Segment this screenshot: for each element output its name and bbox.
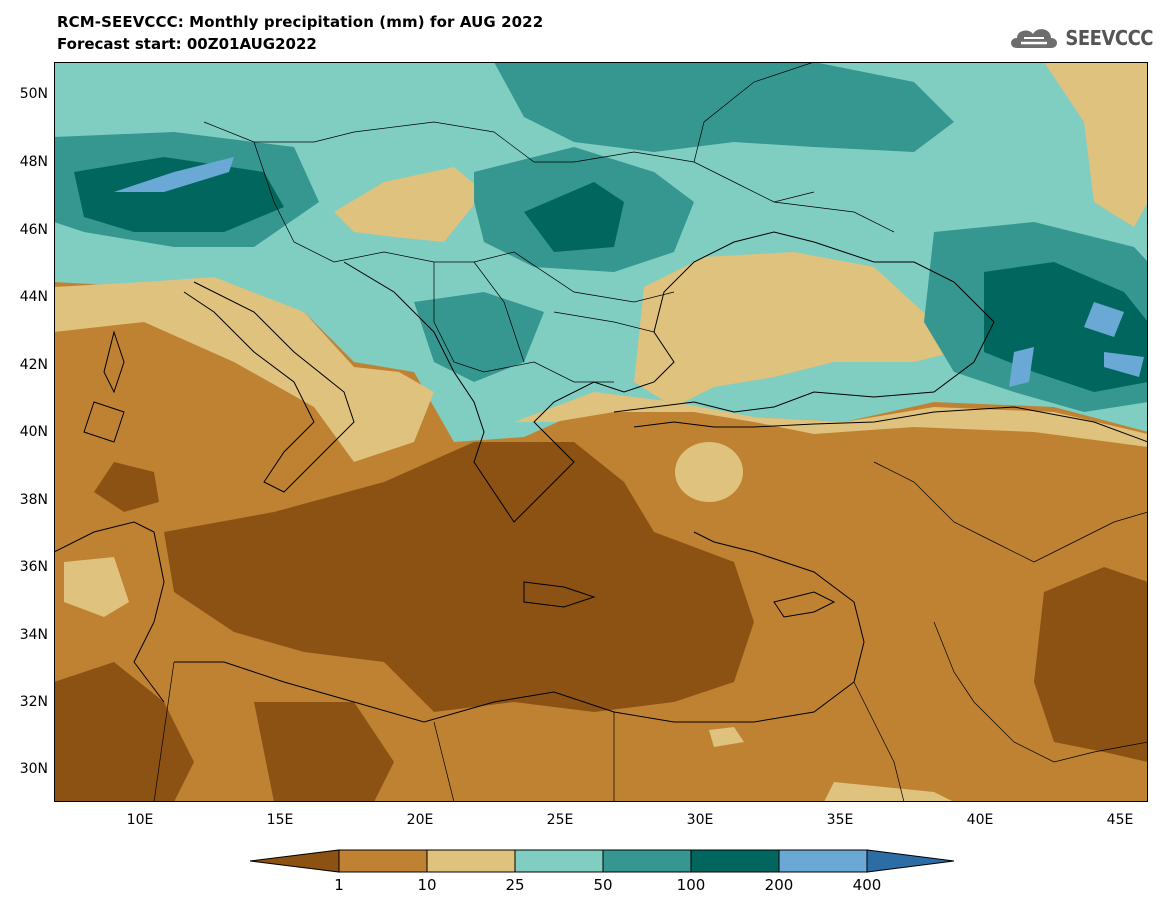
precip-zone-tan-hungary — [334, 167, 484, 242]
colorbar — [250, 849, 955, 873]
colorbar-segment — [778, 849, 868, 873]
lat-label: 44N — [19, 289, 48, 305]
precip-zone-dark-teal-serbia — [414, 292, 544, 382]
precip-zone-tan-balkans — [54, 277, 434, 462]
lat-label: 36N — [19, 559, 48, 575]
colorbar-segment — [690, 849, 780, 873]
colorbar-label: 100 — [676, 876, 706, 894]
lon-label: 40E — [966, 812, 994, 828]
lat-label: 42N — [19, 357, 48, 373]
precip-zone-tan-tunisia — [64, 557, 129, 617]
colorbar-segment — [426, 849, 516, 873]
precip-zone-deepest-teal — [74, 157, 284, 232]
lat-label: 38N — [19, 492, 48, 508]
forecast-start: Forecast start: 00Z01AUG2022 — [57, 35, 317, 53]
colorbar-label: 50 — [593, 876, 613, 894]
precip-zone-blue-caucasus — [1009, 302, 1144, 387]
precip-zone-blue-alps — [114, 157, 234, 192]
colorbar-label: 25 — [505, 876, 525, 894]
logo-text: SEEVCCC — [1065, 26, 1153, 50]
lon-label: 25E — [546, 812, 574, 828]
precip-zone-tan-east — [1044, 62, 1148, 227]
lat-label: 30N — [19, 761, 48, 777]
country-borders — [153, 62, 1148, 802]
cloud-icon — [1011, 29, 1058, 48]
lon-label: 15E — [266, 812, 294, 828]
precip-zone-tan-blacksea — [634, 252, 954, 407]
colorbar-segment — [602, 849, 692, 873]
precip-zone-deepest-teal-carpathians — [524, 182, 624, 252]
precip-zone-dark-brown-med — [164, 442, 754, 712]
map-border — [54, 62, 1148, 802]
lat-label: 46N — [19, 222, 48, 238]
lat-label: 32N — [19, 694, 48, 710]
precip-zone-dark-teal-ukraine — [494, 62, 954, 152]
precip-zone-dark-brown-small — [94, 442, 574, 512]
map-title: RCM-SEEVCCC: Monthly precipitation (mm) … — [57, 13, 544, 31]
colorbar-label: 400 — [852, 876, 882, 894]
colorbar-label: 10 — [417, 876, 437, 894]
lon-label: 10E — [126, 812, 154, 828]
colorbar-segment — [250, 849, 340, 873]
precip-zone-dark-brown-iraq — [1034, 567, 1148, 762]
colorbar-segment — [514, 849, 604, 873]
precip-zone-tan-anatolia — [514, 392, 1148, 447]
lon-label: 45E — [1106, 812, 1134, 828]
precipitation-map — [54, 62, 1148, 802]
lat-label: 48N — [19, 154, 48, 170]
lon-label: 35E — [826, 812, 854, 828]
lat-label: 50N — [19, 86, 48, 102]
precip-zone-tan-egypt — [709, 727, 954, 802]
lat-label: 34N — [19, 627, 48, 643]
colorbar-segment — [338, 849, 428, 873]
precip-zone-tan-spot — [675, 442, 743, 502]
seevccc-logo: SEEVCCC — [1007, 22, 1153, 54]
colorbar-segment — [866, 849, 955, 873]
precip-zone-dark-brown-libya — [54, 662, 394, 802]
colorbar-label: 200 — [764, 876, 794, 894]
lat-label: 40N — [19, 424, 48, 440]
lon-label: 20E — [406, 812, 434, 828]
lon-label: 30E — [686, 812, 714, 828]
colorbar-label: 1 — [334, 876, 344, 894]
